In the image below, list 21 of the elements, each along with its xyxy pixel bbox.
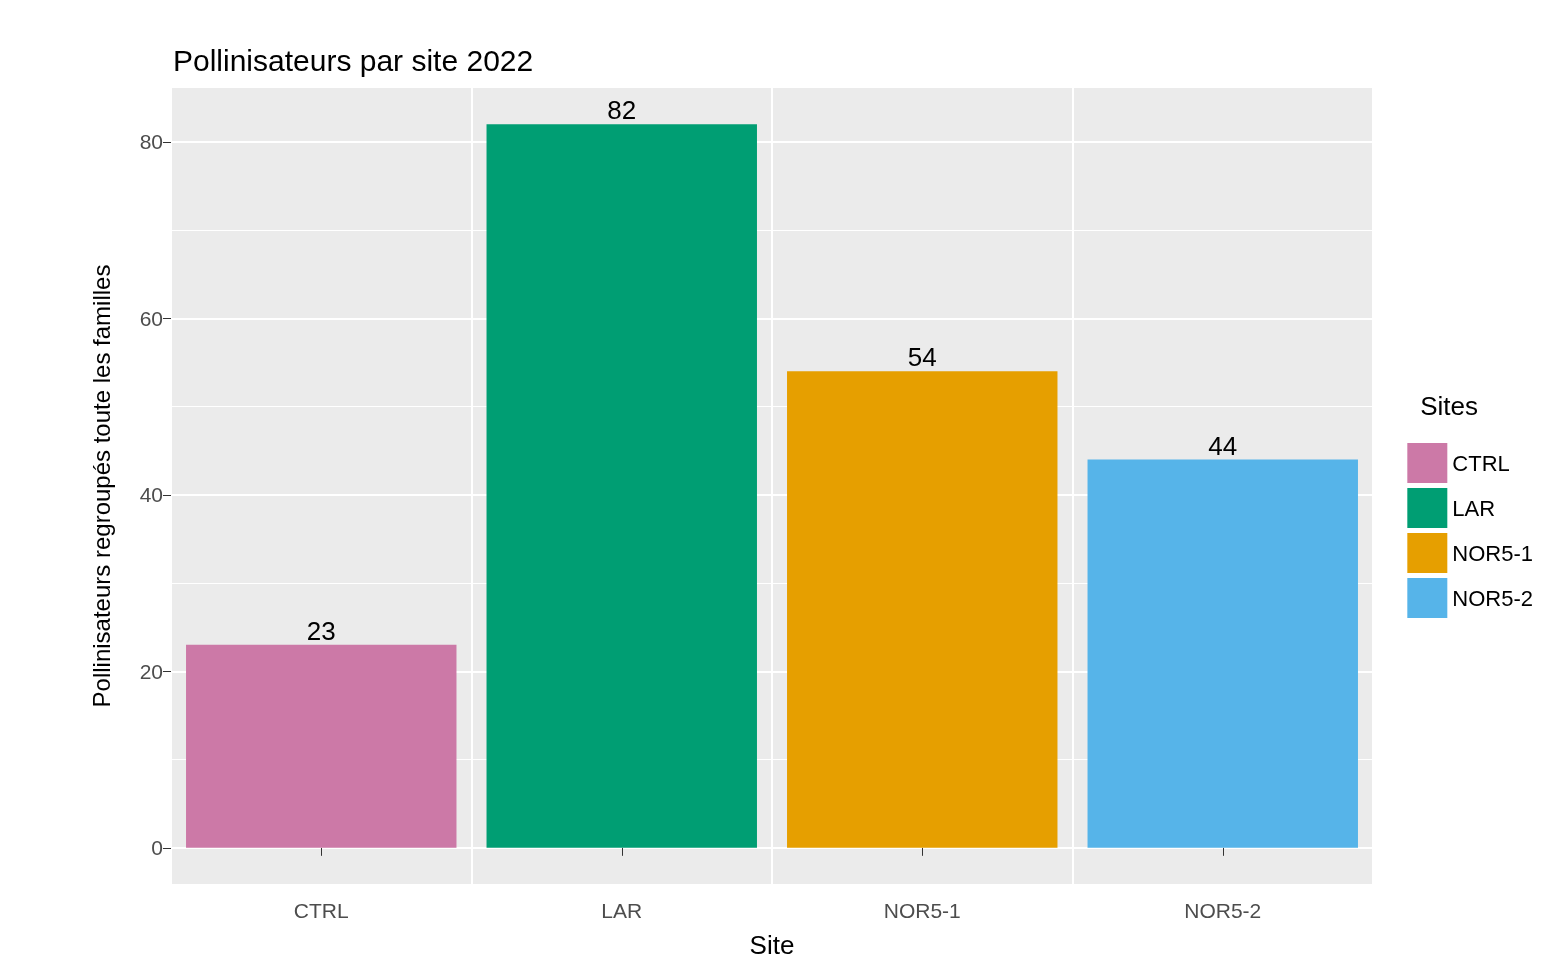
y-tick-label: 0 (151, 836, 163, 860)
y-tick-label: 80 (139, 130, 163, 154)
x-tick-label: CTRL (293, 899, 349, 922)
legend-label: LAR (1452, 495, 1496, 521)
data-label: 54 (907, 342, 937, 373)
y-tick-label: 60 (139, 306, 163, 330)
data-label: 23 (306, 615, 336, 646)
x-axis-title: Site (749, 930, 795, 960)
legend-label: CTRL (1452, 450, 1510, 476)
x-tick-label: LAR (601, 899, 643, 922)
legend-label: NOR5-2 (1452, 585, 1533, 611)
data-label: 82 (607, 95, 637, 126)
y-tick-label: 20 (139, 659, 163, 683)
x-tick-label: NOR5-2 (1184, 899, 1262, 922)
y-axis-title: Pollinisateurs regroupés toute les familles (87, 264, 115, 708)
chart-title: Pollinisateurs par site 2022 (173, 43, 534, 77)
x-tick-label: NOR5-1 (883, 899, 961, 922)
y-tick-label: 40 (139, 483, 163, 507)
legend-title: Sites (1420, 391, 1479, 421)
legend-label: NOR5-1 (1452, 540, 1533, 566)
data-label: 44 (1208, 430, 1238, 461)
